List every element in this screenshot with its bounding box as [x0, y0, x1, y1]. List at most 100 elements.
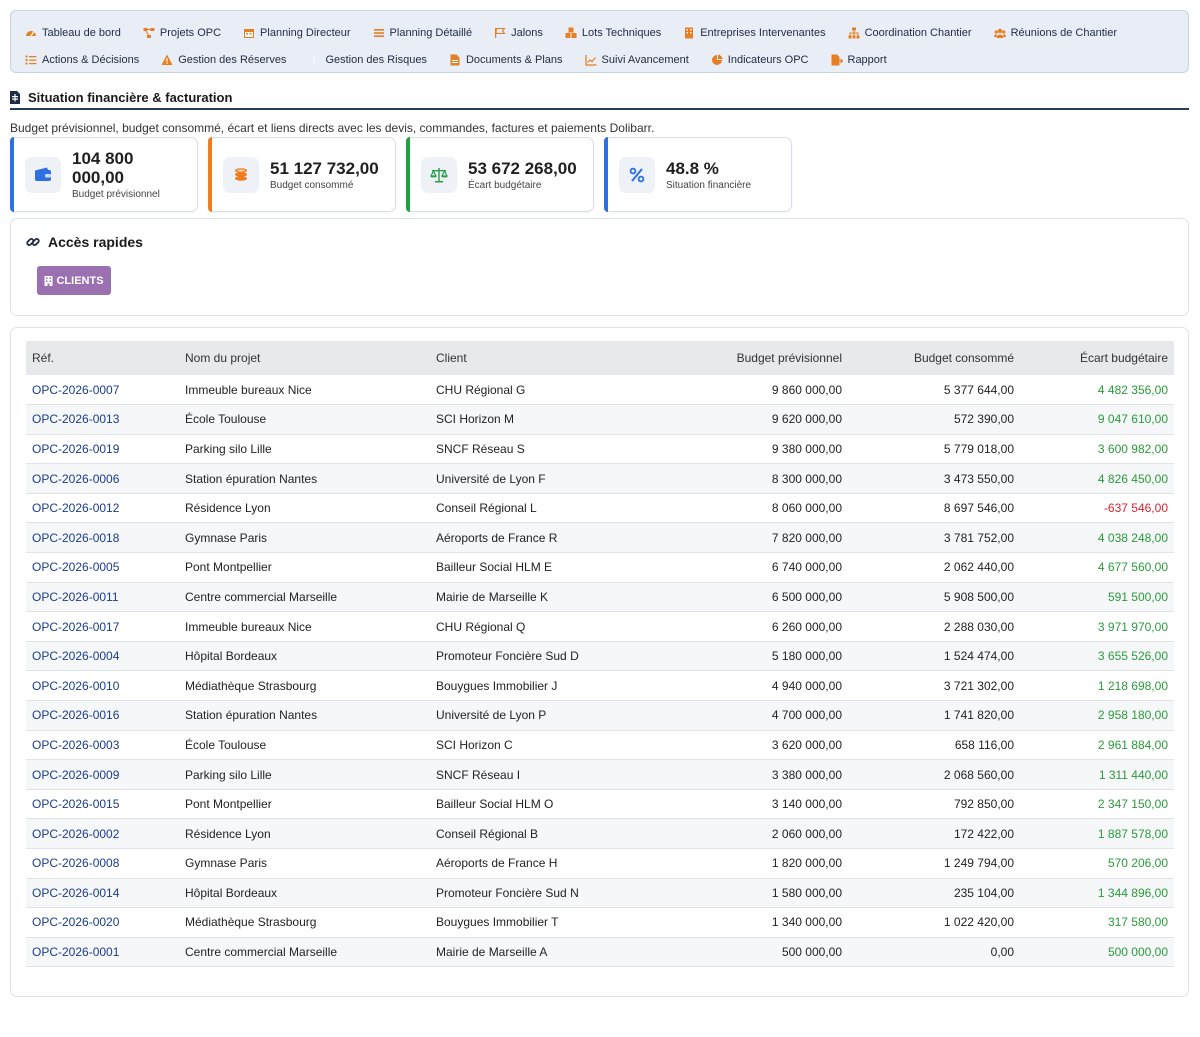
- nav-item-label: Jalons: [511, 26, 543, 39]
- cell-ecart-budgetaire: 2 347 150,00: [1097, 797, 1168, 812]
- kpi-label: Écart budgétaire: [468, 179, 542, 191]
- cell-ecart-budgetaire: 1 344 896,00: [1097, 885, 1168, 900]
- cell-project-name: Immeuble bureaux Nice: [185, 619, 312, 634]
- project-ref-link[interactable]: OPC-2026-0014: [32, 885, 120, 900]
- cell-budget-previsionnel: 9 620 000,00: [771, 412, 842, 427]
- cell-client: Bailleur Social HLM O: [436, 797, 554, 812]
- cell-ref: OPC-2026-0019: [26, 434, 179, 464]
- list-icon: [373, 27, 385, 39]
- table-row[interactable]: OPC-2026-0003 École Toulouse SCI Horizon C…: [26, 730, 1174, 760]
- table-row[interactable]: OPC-2026-0019 Parking silo Lille SNCF Rése…: [26, 434, 1174, 464]
- project-ref-link[interactable]: OPC-2026-0005: [32, 560, 120, 575]
- cell-ecart-budgetaire: 3 600 982,00: [1097, 441, 1168, 456]
- cell-budget-consomme: 235 104,00: [953, 885, 1014, 900]
- nav-item-projets-opc[interactable]: Projets OPC: [143, 27, 221, 39]
- tasks-icon: [25, 54, 37, 66]
- project-ref-link[interactable]: OPC-2026-0010: [32, 678, 120, 693]
- project-ref-link[interactable]: OPC-2026-0013: [32, 412, 120, 427]
- table-row[interactable]: OPC-2026-0009 Parking silo Lille SNCF Rése…: [26, 759, 1174, 790]
- cell-ref: OPC-2026-0020: [26, 908, 179, 938]
- table-row[interactable]: OPC-2026-0002 Résidence Lyon Conseil Régio…: [26, 818, 1174, 849]
- table-row[interactable]: OPC-2026-0017 Immeuble bureaux Nice CHU Ré…: [26, 612, 1174, 642]
- nav-item-lots-techniques[interactable]: Lots Techniques: [565, 27, 661, 39]
- table-row[interactable]: OPC-2026-0005 Pont Montpellier Bailleur So…: [26, 553, 1174, 583]
- nav-item-coordination-chantier[interactable]: Coordination Chantier: [848, 27, 972, 39]
- col-header-budget-previsionnel[interactable]: Budget prévisionnel: [736, 351, 842, 365]
- nav-item-entreprises-intervenantes[interactable]: Entreprises Intervenantes: [683, 27, 826, 39]
- project-ref-link[interactable]: OPC-2026-0018: [32, 530, 120, 545]
- table-row[interactable]: OPC-2026-0001 Centre commercial Marseille…: [26, 937, 1174, 967]
- project-ref-link[interactable]: OPC-2026-0012: [32, 501, 120, 516]
- quick-access-title: Accès rapides: [26, 234, 143, 250]
- project-ref-link[interactable]: OPC-2026-0008: [32, 856, 120, 871]
- nav-item-tableau-de-bord[interactable]: Tableau de bord: [25, 27, 121, 39]
- project-ref-link[interactable]: OPC-2026-0019: [32, 441, 120, 456]
- cell-budget-previsionnel: 3 620 000,00: [771, 737, 842, 752]
- table-row[interactable]: OPC-2026-0007 Immeuble bureaux Nice CHU Ré…: [26, 375, 1174, 405]
- cell-budget-previsionnel: 500 000,00: [781, 945, 842, 960]
- table-row[interactable]: OPC-2026-0020 Médiathèque Strasbourg Bouyg…: [26, 908, 1174, 938]
- table-row[interactable]: OPC-2026-0013 École Toulouse SCI Horizon M…: [26, 404, 1174, 435]
- kpi-label: Situation financière: [666, 179, 752, 191]
- nav-item-label: Gestion des Risques: [325, 53, 427, 66]
- project-ref-link[interactable]: OPC-2026-0011: [32, 589, 119, 604]
- table-row[interactable]: OPC-2026-0015 Pont Montpellier Bailleur So…: [26, 789, 1174, 819]
- flag-icon: [494, 27, 506, 39]
- project-ref-link[interactable]: OPC-2026-0002: [32, 826, 120, 841]
- cell-budget-consomme: 1 249 794,00: [943, 856, 1014, 871]
- building-icon: [683, 27, 695, 39]
- nav-item-documents-plans[interactable]: Documents & Plans: [449, 54, 563, 66]
- project-ref-link[interactable]: OPC-2026-0007: [32, 382, 120, 397]
- nav-item-gestion-des-reserves[interactable]: Gestion des Réserves: [161, 54, 286, 66]
- balance-scale-icon: [421, 156, 457, 193]
- nav-item-gestion-des-risques[interactable]: Gestion des Risques: [308, 54, 427, 66]
- table-row[interactable]: OPC-2026-0004 Hôpital Bordeaux Promoteur F…: [26, 641, 1174, 671]
- table-row[interactable]: OPC-2026-0006 Station épuration Nantes Uni…: [26, 463, 1174, 494]
- project-ref-link[interactable]: OPC-2026-0001: [32, 945, 120, 960]
- cell-ecart-budgetaire: 3 655 526,00: [1097, 649, 1168, 664]
- nav-item-rapport[interactable]: Rapport: [831, 54, 887, 66]
- cell-project-name: Résidence Lyon: [185, 826, 271, 841]
- table-row[interactable]: OPC-2026-0008 Gymnase Paris Aéroports de F…: [26, 849, 1174, 879]
- nav-item-suivi-avancement[interactable]: Suivi Avancement: [584, 54, 689, 66]
- project-ref-link[interactable]: OPC-2026-0009: [32, 767, 120, 782]
- col-header-budget-consomme[interactable]: Budget consommé: [913, 351, 1014, 365]
- cell-ref: OPC-2026-0010: [26, 671, 179, 701]
- project-ref-link[interactable]: OPC-2026-0004: [32, 649, 120, 664]
- project-ref-link[interactable]: OPC-2026-0003: [32, 737, 120, 752]
- cell-budget-consomme: 2 288 030,00: [943, 619, 1014, 634]
- col-header-project-name[interactable]: Nom du projet: [185, 351, 261, 365]
- nav-item-label: Gestion des Réserves: [178, 53, 287, 66]
- cell-ecart-budgetaire: 4 677 560,00: [1097, 560, 1168, 575]
- cell-project-name: Centre commercial Marseille: [185, 945, 338, 960]
- nav-item-reunions-de-chantier[interactable]: Réunions de Chantier: [993, 27, 1117, 39]
- cell-ref: OPC-2026-0008: [26, 849, 179, 879]
- nav-item-actions-decisions[interactable]: Actions & Décisions: [25, 54, 139, 66]
- table-row[interactable]: OPC-2026-0016 Station épuration Nantes Uni…: [26, 700, 1174, 731]
- nav-item-planning-directeur[interactable]: Planning Directeur: [243, 27, 351, 39]
- col-header-ref[interactable]: Réf.: [32, 351, 55, 365]
- project-ref-link[interactable]: OPC-2026-0006: [32, 471, 120, 486]
- project-ref-link[interactable]: OPC-2026-0017: [32, 619, 120, 634]
- cell-ref: OPC-2026-0018: [26, 523, 179, 553]
- nav-item-planning-detaille[interactable]: Planning Détaillé: [373, 27, 472, 39]
- nav-item-label: Coordination Chantier: [864, 26, 972, 39]
- table-row[interactable]: OPC-2026-0010 Médiathèque Strasbourg Bouyg…: [26, 671, 1174, 701]
- cell-client: Promoteur Foncière Sud N: [436, 885, 579, 900]
- cell-project-name: Gymnase Paris: [185, 530, 268, 545]
- table-row[interactable]: OPC-2026-0012 Résidence Lyon Conseil Régio…: [26, 493, 1174, 523]
- project-ref-link[interactable]: OPC-2026-0020: [32, 915, 120, 930]
- nav-item-indicateurs-opc[interactable]: Indicateurs OPC: [711, 54, 809, 66]
- coins-icon: [223, 156, 259, 193]
- project-ref-link[interactable]: OPC-2026-0015: [32, 797, 120, 812]
- col-header-ecart[interactable]: Écart budgétaire: [1079, 351, 1168, 365]
- project-ref-link[interactable]: OPC-2026-0016: [32, 708, 120, 723]
- table-row[interactable]: OPC-2026-0014 Hôpital Bordeaux Promoteur F…: [26, 878, 1174, 908]
- cell-ecart-budgetaire: 4 482 356,00: [1097, 382, 1168, 397]
- cell-ecart-budgetaire: 3 971 970,00: [1097, 619, 1168, 634]
- table-row[interactable]: OPC-2026-0018 Gymnase Paris Aéroports de F…: [26, 522, 1174, 553]
- clients-button[interactable]: CLIENTS: [37, 266, 111, 295]
- table-row[interactable]: OPC-2026-0011 Centre commercial Marseille…: [26, 582, 1174, 612]
- col-header-client[interactable]: Client: [436, 351, 467, 365]
- nav-item-jalons[interactable]: Jalons: [494, 27, 543, 39]
